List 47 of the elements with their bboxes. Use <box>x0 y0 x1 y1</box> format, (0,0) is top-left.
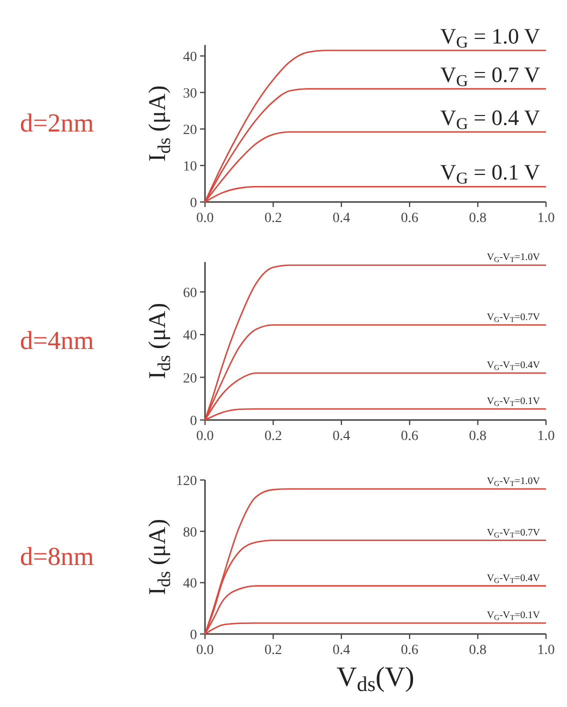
y-tick-label: 0 <box>190 196 197 211</box>
y-tick-label: 80 <box>183 525 197 540</box>
y-tick-label: 10 <box>183 159 197 174</box>
text: d=4nm <box>20 326 94 355</box>
x-tick-label: 0.4 <box>332 429 350 444</box>
x-tick-label: 0.0 <box>196 643 214 658</box>
x-tick-label: 0.8 <box>469 211 487 226</box>
x-tick-label: 0.8 <box>469 429 487 444</box>
x-tick-label: 1.0 <box>537 643 555 658</box>
x-tick-label: 0.4 <box>332 643 350 658</box>
x-tick-label: 1.0 <box>537 211 555 226</box>
x-axis-title: V$_{ds}$(V) <box>336 662 414 696</box>
series-label: V$_{G}$ = 0.4 V <box>440 104 540 134</box>
series-label: V$_{G}$-V$_{T}$=1.0V <box>486 476 541 488</box>
x-tick-label: 0.6 <box>400 211 418 226</box>
series-label: V$_{G}$ = 1.0 V <box>440 23 540 52</box>
y-tick-label: 120 <box>176 474 197 489</box>
series-label: V$_{G}$-V$_{T}$=0.7V <box>486 312 541 324</box>
x-tick-label: 0.2 <box>264 429 282 444</box>
series-label: V$_{G}$-V$_{T}$=1.0V <box>486 252 541 264</box>
y-tick-label: 30 <box>183 86 197 102</box>
x-tick-label: 0.0 <box>196 211 214 226</box>
x-tick-label: 0.0 <box>196 429 214 444</box>
x-tick-label: 0.4 <box>332 211 350 226</box>
y-tick-label: 40 <box>183 576 197 592</box>
y-tick-label: 20 <box>183 122 197 138</box>
x-tick-label: 1.0 <box>537 429 555 444</box>
x-tick-label: 0.2 <box>264 211 282 226</box>
y-tick-label: 20 <box>183 371 197 386</box>
y-tick-label: 40 <box>183 50 197 65</box>
y-tick-label: 40 <box>183 328 197 344</box>
x-tick-label: 0.2 <box>264 643 282 658</box>
y-tick-label: 60 <box>183 286 197 301</box>
series-label: V$_{G}$ = 0.7 V <box>440 62 540 90</box>
series-label: V$_{G}$-V$_{T}$=0.7V <box>486 527 541 540</box>
series-label: V$_{G}$-V$_{T}$=0.1V <box>486 610 541 622</box>
text: d=8nm <box>20 542 94 571</box>
x-tick-label: 0.8 <box>469 643 487 658</box>
series-label: V$_{G}$-V$_{T}$=0.1V <box>486 396 541 408</box>
text: d=2nm <box>20 108 94 138</box>
series-label: V$_{G}$ = 0.1 V <box>440 160 540 188</box>
y-tick-label: 0 <box>190 414 197 429</box>
series-label: V$_{G}$-V$_{T}$=0.4V <box>486 572 541 585</box>
x-tick-label: 0.6 <box>400 429 418 444</box>
series-label: V$_{G}$-V$_{T}$=0.4V <box>486 360 541 372</box>
x-tick-label: 0.6 <box>400 643 418 658</box>
y-tick-label: 0 <box>190 628 197 643</box>
